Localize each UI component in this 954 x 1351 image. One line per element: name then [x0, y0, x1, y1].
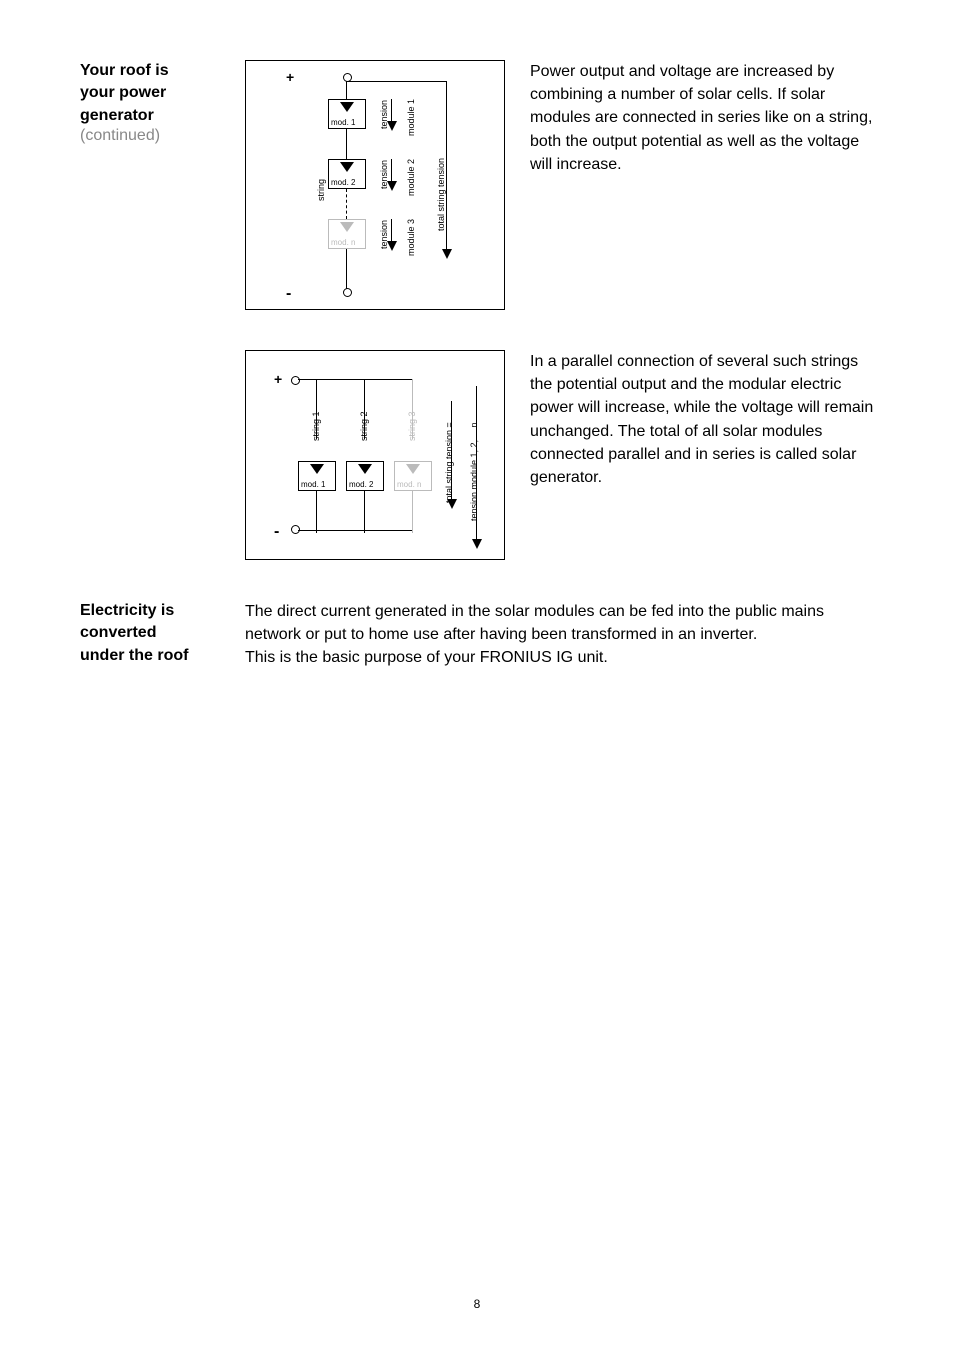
row-parallel-diagram: + - string 1 mod. 1 string 2 mod. 2 [80, 350, 874, 560]
tension-module-label: tension module 1, 2, ... n [469, 422, 479, 521]
heading-2-l3: under the roof [80, 645, 230, 667]
total-tension-label: total string tension [436, 158, 446, 231]
page-number: 8 [474, 1297, 481, 1311]
total-tension-label: total string tension = [444, 422, 454, 503]
wire [396, 81, 446, 82]
parallel-description: In a parallel connection of several such… [530, 350, 874, 489]
module-3-label: module 3 [406, 219, 416, 256]
module-box-n: mod. n [394, 461, 432, 491]
wire [316, 491, 317, 533]
module-box-1: mod. 1 [298, 461, 336, 491]
wire [346, 81, 347, 99]
series-description: Power output and voltage are increased b… [530, 60, 874, 176]
terminal-top [291, 376, 300, 385]
string-label: string [316, 179, 326, 201]
left-heading-1: Your roof is your power generator (conti… [80, 60, 245, 310]
module-box-2: mod. 2 [346, 461, 384, 491]
arrow-stem [391, 99, 392, 123]
series-diagram: + - string mod. 1 mod. 2 mod [245, 60, 505, 310]
wire-gray [412, 491, 413, 533]
wire [364, 491, 365, 533]
tension-label: tension [379, 160, 389, 189]
module-box-1: mod. 1 [328, 99, 366, 129]
wire [346, 81, 396, 82]
electricity-p1: The direct current generated in the sola… [245, 600, 874, 646]
arrow-stem [391, 159, 392, 183]
heading-2-l1: Electricity is [80, 600, 230, 622]
arrow-head [442, 249, 452, 259]
minus-sign: - [286, 285, 291, 303]
module-box-n: mod. n [328, 219, 366, 249]
wire-dashed [346, 189, 347, 219]
module-1-label: module 1 [406, 99, 416, 136]
string1-label: string 1 [311, 411, 321, 441]
row-series-diagram: Your roof is your power generator (conti… [80, 60, 874, 310]
arrow-stem [391, 219, 392, 243]
string2-label: string 2 [359, 411, 369, 441]
wire [346, 249, 347, 289]
arrow-head [472, 539, 482, 549]
heading-1-l2: your power [80, 82, 230, 104]
section-electricity: Electricity is converted under the roof … [80, 600, 874, 670]
module-2-label: module 2 [406, 159, 416, 196]
minus-sign: - [274, 523, 279, 541]
arrow-stem [446, 81, 447, 251]
heading-2-l2: converted [80, 622, 230, 644]
module-box-2: mod. 2 [328, 159, 366, 189]
tension-label: tension [379, 100, 389, 129]
plus-sign: + [286, 69, 294, 85]
terminal-bottom [343, 288, 352, 297]
heading-1-sub: (continued) [80, 127, 230, 145]
string3-label: string 3 [407, 411, 417, 441]
heading-1-l3: generator [80, 105, 230, 127]
parallel-diagram: + - string 1 mod. 1 string 2 mod. 2 [245, 350, 505, 560]
wire [346, 129, 347, 159]
plus-sign: + [274, 371, 282, 387]
heading-1-l1: Your roof is [80, 60, 230, 82]
tension-label: tension [379, 220, 389, 249]
electricity-p2: This is the basic purpose of your FRONIU… [245, 646, 874, 669]
